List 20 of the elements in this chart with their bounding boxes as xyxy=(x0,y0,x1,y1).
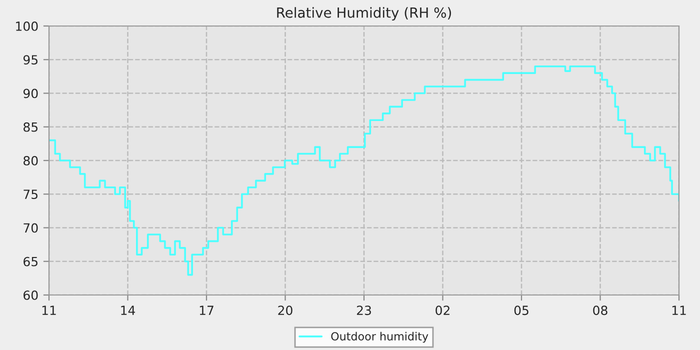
y-tick-label: 60 xyxy=(24,290,38,300)
legend-label: Outdoor humidity xyxy=(331,332,428,343)
x-tick-label: 11 xyxy=(672,306,686,315)
x-tick-label: 02 xyxy=(436,306,450,316)
y-tick-label: 85 xyxy=(24,122,38,132)
x-tick-label: 23 xyxy=(356,306,371,316)
y-tick-label: 70 xyxy=(24,223,38,233)
x-tick-label: 11 xyxy=(42,306,56,315)
y-tick-label: 90 xyxy=(23,88,38,98)
x-tick-label: 14 xyxy=(121,306,135,315)
y-tick-label: 65 xyxy=(24,256,38,266)
x-tick-label: 05 xyxy=(514,306,528,316)
chart-title: Relative Humidity (RH %) xyxy=(277,7,451,21)
x-tick-label: 20 xyxy=(278,306,292,316)
y-tick-label: 100 xyxy=(16,21,38,31)
x-tick-label: 08 xyxy=(593,306,608,316)
x-tick-label: 17 xyxy=(200,306,214,315)
y-tick-label: 75 xyxy=(24,190,38,200)
y-tick-label: 95 xyxy=(23,55,38,65)
y-tick-label: 80 xyxy=(24,156,38,166)
